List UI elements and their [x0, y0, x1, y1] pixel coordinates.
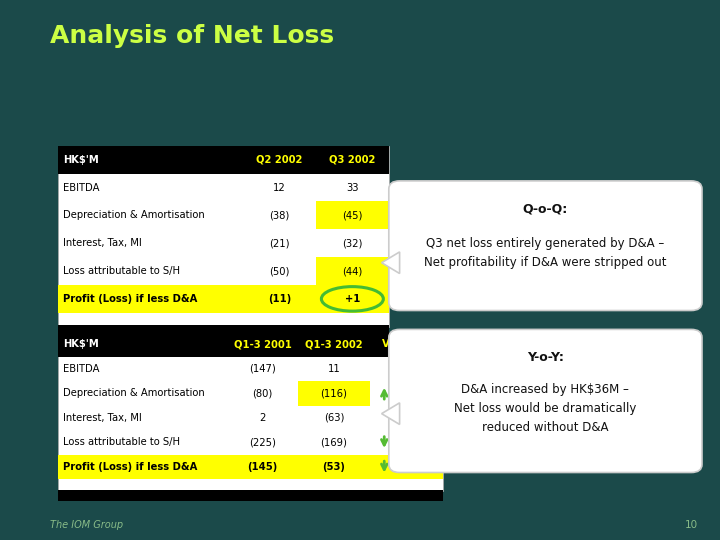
Text: Variance: Variance — [382, 339, 431, 349]
Text: (11): (11) — [268, 294, 291, 304]
FancyBboxPatch shape — [58, 332, 443, 491]
Text: +1: +1 — [345, 294, 360, 304]
Text: Q3 2002: Q3 2002 — [329, 155, 376, 165]
Text: Depreciation & Amortisation: Depreciation & Amortisation — [63, 211, 205, 220]
FancyBboxPatch shape — [389, 329, 702, 472]
FancyBboxPatch shape — [298, 381, 369, 406]
FancyBboxPatch shape — [316, 201, 389, 229]
Text: Q3 net loss entirely generated by D&A –
Net profitability if D&A were stripped o: Q3 net loss entirely generated by D&A – … — [424, 237, 667, 268]
Text: (21): (21) — [269, 238, 289, 248]
FancyBboxPatch shape — [389, 181, 702, 310]
Text: (116): (116) — [320, 388, 348, 399]
Text: 56: 56 — [400, 437, 413, 447]
Text: (45): (45) — [342, 211, 363, 220]
Text: HK$'M: HK$'M — [63, 155, 99, 165]
FancyBboxPatch shape — [58, 455, 443, 479]
Text: (169): (169) — [320, 437, 348, 447]
FancyBboxPatch shape — [58, 146, 389, 174]
Text: 10: 10 — [685, 520, 698, 530]
Text: (53): (53) — [323, 462, 346, 472]
Text: 2: 2 — [259, 413, 266, 423]
Text: Q2 2002: Q2 2002 — [256, 155, 302, 165]
Text: The IOM Group: The IOM Group — [50, 520, 124, 530]
FancyBboxPatch shape — [58, 146, 389, 327]
Text: Profit (Loss) if less D&A: Profit (Loss) if less D&A — [63, 294, 198, 304]
Text: Interest, Tax, MI: Interest, Tax, MI — [63, 413, 142, 423]
Polygon shape — [382, 403, 400, 424]
Text: 11: 11 — [328, 364, 341, 374]
Text: EBITDA: EBITDA — [63, 183, 100, 193]
FancyBboxPatch shape — [58, 285, 389, 313]
Text: Loss attributable to S/H: Loss attributable to S/H — [63, 437, 181, 447]
Text: (80): (80) — [253, 388, 273, 399]
Text: 92: 92 — [400, 462, 413, 472]
FancyBboxPatch shape — [316, 257, 389, 285]
Text: (145): (145) — [248, 462, 278, 472]
Text: Y-o-Y:: Y-o-Y: — [527, 351, 564, 364]
FancyBboxPatch shape — [58, 490, 443, 501]
Text: Q1-3 2001: Q1-3 2001 — [234, 339, 292, 349]
Text: (44): (44) — [342, 266, 362, 276]
Text: 12: 12 — [273, 183, 286, 193]
Text: Q-o-Q:: Q-o-Q: — [523, 202, 568, 215]
Text: EBITDA: EBITDA — [63, 364, 100, 374]
Text: (38): (38) — [269, 211, 289, 220]
Text: Q1-3 2002: Q1-3 2002 — [305, 339, 363, 349]
Text: 33: 33 — [346, 183, 359, 193]
Text: Interest, Tax, MI: Interest, Tax, MI — [63, 238, 142, 248]
Text: (32): (32) — [342, 238, 363, 248]
Text: Loss attributable to S/H: Loss attributable to S/H — [63, 266, 181, 276]
Text: (225): (225) — [249, 437, 276, 447]
Text: Analysis of Net Loss: Analysis of Net Loss — [50, 24, 335, 48]
FancyBboxPatch shape — [58, 325, 389, 338]
Text: (147): (147) — [249, 364, 276, 374]
Text: HK$'M: HK$'M — [63, 339, 99, 349]
Text: (63): (63) — [324, 413, 344, 423]
Text: (50): (50) — [269, 266, 289, 276]
Text: D&A increased by HK$36M –
Net loss would be dramatically
reduced without D&A: D&A increased by HK$36M – Net loss would… — [454, 383, 636, 434]
FancyBboxPatch shape — [58, 332, 443, 356]
Polygon shape — [382, 252, 400, 274]
Text: 36: 36 — [400, 388, 413, 399]
Text: Profit (Loss) if less D&A: Profit (Loss) if less D&A — [63, 462, 198, 472]
Text: Depreciation & Amortisation: Depreciation & Amortisation — [63, 388, 205, 399]
